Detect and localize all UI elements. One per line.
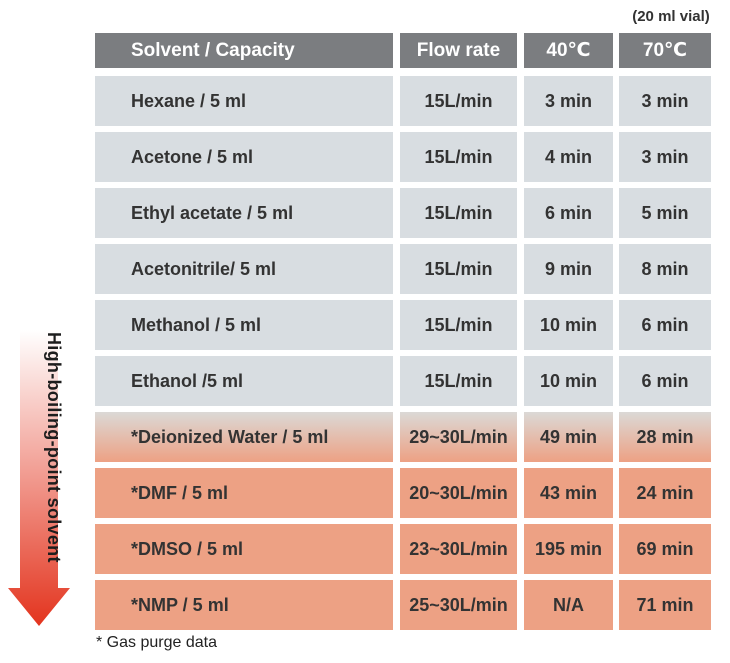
table-cell-t70: 3 min	[619, 76, 711, 126]
table-cell-solvent: Acetonitrile/ 5 ml	[95, 244, 393, 294]
table-cell-t70: 69 min	[619, 524, 711, 574]
side-label-text: High-boiling-point solvent	[44, 332, 64, 563]
table-cell-t70: 71 min	[619, 580, 711, 630]
table-cell-solvent: *NMP / 5 ml	[95, 580, 393, 630]
vial-note: (20 ml vial)	[632, 8, 710, 25]
table-cell-t40: 10 min	[524, 300, 613, 350]
table-cell-solvent: *DMSO / 5 ml	[95, 524, 393, 574]
side-indicator	[8, 330, 70, 626]
table-cell-flow: 15L/min	[400, 300, 517, 350]
header-40c: 40℃	[524, 33, 613, 68]
table-cell-flow: 15L/min	[400, 356, 517, 406]
table-cell-t40: 10 min	[524, 356, 613, 406]
table-cell-flow: 15L/min	[400, 188, 517, 238]
table-cell-solvent: *Deionized Water / 5 ml	[95, 412, 393, 462]
table-cell-solvent: Methanol / 5 ml	[95, 300, 393, 350]
table-cell-t40: 195 min	[524, 524, 613, 574]
table-cell-t70: 5 min	[619, 188, 711, 238]
table-cell-t70: 6 min	[619, 300, 711, 350]
table-cell-t70: 3 min	[619, 132, 711, 182]
table-cell-t40: 49 min	[524, 412, 613, 462]
table-cell-flow: 25~30L/min	[400, 580, 517, 630]
table-cell-flow: 20~30L/min	[400, 468, 517, 518]
table-cell-t40: 4 min	[524, 132, 613, 182]
table-cell-flow: 23~30L/min	[400, 524, 517, 574]
table-cell-solvent: Ethyl acetate / 5 ml	[95, 188, 393, 238]
table-cell-solvent: *DMF / 5 ml	[95, 468, 393, 518]
table-cell-solvent: Ethanol /5 ml	[95, 356, 393, 406]
table-cell-solvent: Acetone / 5 ml	[95, 132, 393, 182]
table-cell-flow: 29~30L/min	[400, 412, 517, 462]
table-cell-t40: 6 min	[524, 188, 613, 238]
table-cell-t40: 43 min	[524, 468, 613, 518]
table-cell-flow: 15L/min	[400, 244, 517, 294]
table-cell-t70: 28 min	[619, 412, 711, 462]
table-cell-t70: 24 min	[619, 468, 711, 518]
header-70c: 70℃	[619, 33, 711, 68]
table-cell-solvent: Hexane / 5 ml	[95, 76, 393, 126]
table-cell-t70: 6 min	[619, 356, 711, 406]
table-cell-flow: 15L/min	[400, 76, 517, 126]
header-solvent: Solvent / Capacity	[95, 33, 393, 68]
table-cell-t40: 9 min	[524, 244, 613, 294]
header-flow-rate: Flow rate	[400, 33, 517, 68]
table-cell-t40: 3 min	[524, 76, 613, 126]
table-cell-t40: N/A	[524, 580, 613, 630]
down-arrow-icon	[8, 330, 70, 626]
table-cell-t70: 8 min	[619, 244, 711, 294]
footnote: * Gas purge data	[96, 634, 217, 651]
table-cell-flow: 15L/min	[400, 132, 517, 182]
